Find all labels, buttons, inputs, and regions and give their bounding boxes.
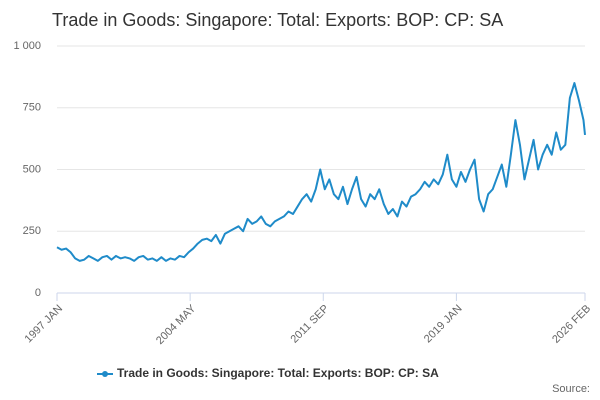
source: Source: [552,383,590,395]
chart-title: Trade in Goods: Singapore: Total: Export… [52,10,503,30]
legend-label: Trade in Goods: Singapore: Total: Export… [117,366,439,380]
y-tick-label: 250 [23,225,41,237]
y-tick-label: 0 [35,287,41,299]
x-tick-label: 2004 MAY [154,302,199,347]
legend-marker [102,371,108,377]
y-tick-label: 500 [23,163,41,175]
x-tick-label: 2019 JAN [422,303,465,346]
y-tick-label: 1 000 [13,40,41,52]
x-tick-label: 1997 JAN [23,303,66,346]
y-tick-label: 750 [23,102,41,114]
x-tick-label: 2026 FEB [550,303,593,346]
x-tick-label: 2011 SEP [289,303,332,346]
series-line [56,82,586,262]
